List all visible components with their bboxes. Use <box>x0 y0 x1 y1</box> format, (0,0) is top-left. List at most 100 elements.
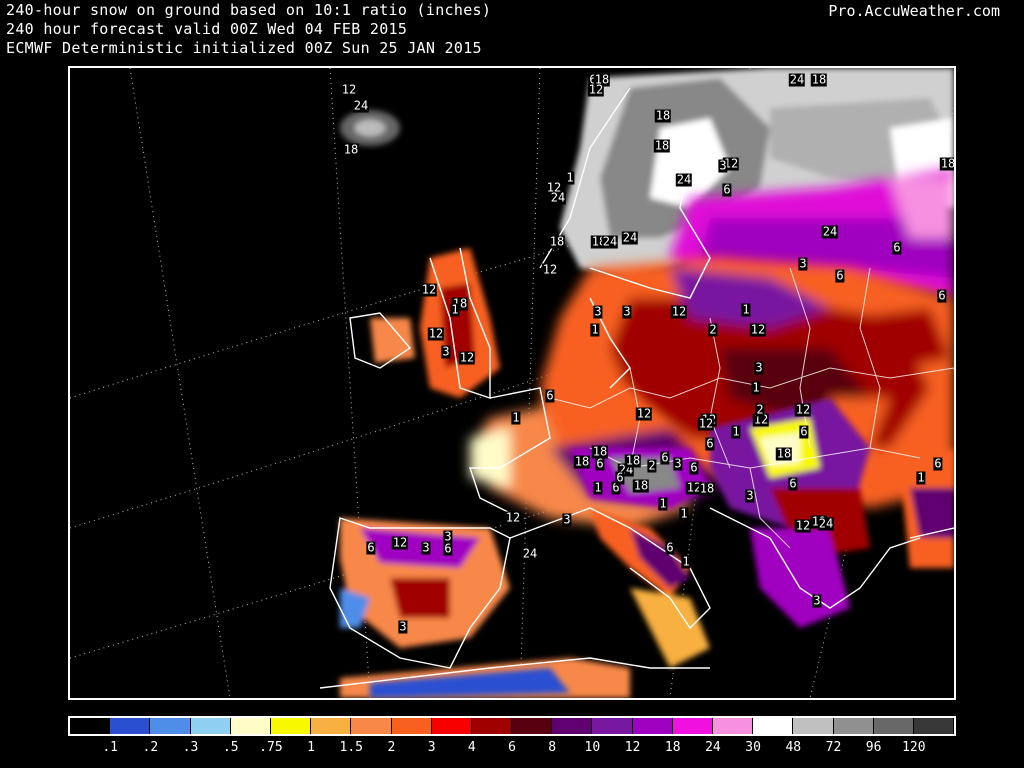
contour-label: 6 <box>705 436 715 451</box>
colorbar-tick-label: .3 <box>182 740 199 755</box>
colorbar-segment <box>913 718 955 734</box>
contour-label: 1 <box>565 170 575 185</box>
map-title: 240-hour snow on ground based on 10:1 ra… <box>6 1 492 19</box>
colorbar-segment <box>793 718 834 734</box>
contour-label: 2 <box>708 322 718 337</box>
contour-label: 6 <box>892 240 902 255</box>
colorbar-segment <box>270 718 312 734</box>
contour-label: 3 <box>622 304 632 319</box>
contour-label: 1 <box>916 470 926 485</box>
colorbar-tick-label: 10 <box>584 740 601 755</box>
contour-label: 24 <box>817 516 835 531</box>
contour-label: 3 <box>441 344 451 359</box>
contour-label: 18 <box>632 478 650 493</box>
contour-label: 1 <box>593 480 603 495</box>
colorbar-segment <box>512 718 553 734</box>
colorbar-segment <box>672 718 713 734</box>
contour-label: 18 <box>939 156 956 171</box>
colorbar-segment <box>833 718 874 734</box>
contour-label: 24 <box>352 98 370 113</box>
contour-label: 12 <box>587 82 605 97</box>
colorbar-segment <box>230 718 271 734</box>
contour-label: 12 <box>635 406 653 421</box>
colorbar-segment <box>471 718 513 734</box>
contour-label: 12 <box>420 282 438 297</box>
colorbar-tick-label: .5 <box>222 740 239 755</box>
contour-label: 6 <box>799 424 809 439</box>
contour-label: 24 <box>788 72 806 87</box>
colorbar-tick-label: 1 <box>307 740 315 755</box>
contour-label: 6 <box>611 480 621 495</box>
colorbar-segment <box>552 718 593 734</box>
colorbar-tick-label: .75 <box>259 740 283 755</box>
contour-label: 18 <box>698 481 716 496</box>
contour-label: 1 <box>751 380 761 395</box>
contour-label: 3 <box>562 512 572 527</box>
contour-label: 3 <box>754 360 764 375</box>
contour-label: 24 <box>675 172 693 187</box>
colorbar-segment <box>311 718 352 734</box>
contour-label: 6 <box>665 540 675 555</box>
contour-label: 12 <box>749 322 767 337</box>
contour-label: 12 <box>504 510 522 525</box>
colorbar-segment <box>351 718 392 734</box>
contour-label: 1 <box>450 302 460 317</box>
contour-label: 12 <box>340 82 358 97</box>
colorbar-tick-label: 24 <box>705 740 721 755</box>
contour-label: 24 <box>601 234 619 249</box>
contour-label: 12 <box>541 262 559 277</box>
colorbar-segment <box>391 718 432 734</box>
contour-label: 1 <box>658 496 668 511</box>
contour-label: 3 <box>443 529 453 544</box>
colorbar <box>68 716 956 736</box>
forecast-valid-line: 240 hour forecast valid 00Z Wed 04 FEB 2… <box>6 20 408 38</box>
contour-label: 2 <box>755 402 765 417</box>
contour-label: 18 <box>810 72 828 87</box>
contour-label: 12 <box>391 535 409 550</box>
contour-label: 6 <box>835 268 845 283</box>
colorbar-tick-label: 30 <box>745 740 761 755</box>
contour-label: 12 <box>794 402 812 417</box>
colorbar-segment <box>873 718 914 734</box>
contour-label: 18 <box>342 142 360 157</box>
contour-label: 3 <box>812 593 822 608</box>
colorbar-segment <box>70 718 111 734</box>
contour-label: 18 <box>548 234 566 249</box>
contour-label: 24 <box>521 546 539 561</box>
contour-label: 18 <box>775 446 793 461</box>
colorbar-segment <box>431 718 472 734</box>
contour-label: 6 <box>937 288 947 303</box>
contour-label: 18 <box>593 72 611 87</box>
contour-label: 2 <box>647 458 657 473</box>
contour-label: 24 <box>821 224 839 239</box>
snow-map: 1224186181218241818122418312241182418242… <box>68 66 956 700</box>
contour-label: 6 <box>933 456 943 471</box>
colorbar-segment <box>150 718 191 734</box>
contour-label: 6 <box>689 460 699 475</box>
contour-label: 12 <box>697 416 715 431</box>
colorbar-tick-label: 120 <box>902 740 926 755</box>
contour-label: 12 <box>794 518 812 533</box>
colorbar-tick-label: .2 <box>142 740 159 755</box>
colorbar-segment <box>753 718 794 734</box>
contour-label: 1 <box>511 410 521 425</box>
contour-label: 12 <box>670 304 688 319</box>
borders <box>549 267 954 549</box>
colorbar-tick-label: 18 <box>664 740 681 755</box>
contour-label: 18 <box>624 453 642 468</box>
colorbar-tick-label: 12 <box>624 740 641 755</box>
colorbar-tick-label: 48 <box>785 740 802 755</box>
contour-label: 3 <box>593 304 603 319</box>
colorbar-tick-label: 2 <box>387 740 396 755</box>
contour-label: 18 <box>653 138 671 153</box>
colorbar-tick-label: 72 <box>825 740 842 755</box>
contour-label: 3 <box>421 540 431 555</box>
colorbar-tick-label: 3 <box>427 740 436 755</box>
colorbar-segment <box>592 718 633 734</box>
contour-label: 6 <box>366 540 376 555</box>
brand-label: Pro.AccuWeather.com <box>828 2 1000 20</box>
colorbar-segment <box>713 718 754 734</box>
colorbar-tick-label: 6 <box>508 740 516 755</box>
contour-label: 3 <box>745 488 755 503</box>
contour-label: 6 <box>722 182 732 197</box>
